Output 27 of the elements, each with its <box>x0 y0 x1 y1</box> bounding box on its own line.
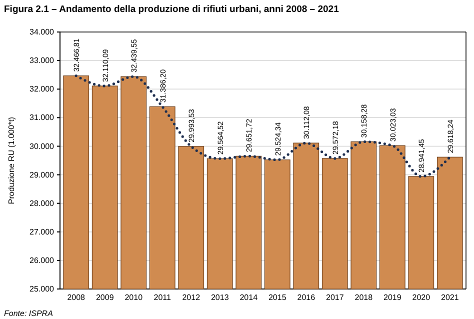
y-tick-label: 33.000 <box>30 56 55 66</box>
x-tick-label: 2012 <box>182 293 201 302</box>
x-tick-label: 2014 <box>240 293 258 302</box>
y-tick-label: 26.000 <box>30 256 55 266</box>
x-tick-label: 2016 <box>297 293 316 302</box>
x-tick-label: 2008 <box>67 293 86 302</box>
x-tick-label: 2020 <box>412 293 431 302</box>
source-note: Fonte: ISPRA <box>4 309 53 318</box>
y-tick-label: 30.000 <box>30 142 55 151</box>
chart-title: Figura 2.1 – Andamento della produzione di rifiuti urbani, anni 2008 – 2021 <box>4 4 340 15</box>
x-tick-label: 2015 <box>268 293 287 302</box>
y-axis-title: Produzione RU (1.000*t) <box>7 116 16 204</box>
x-tick-label: 2011 <box>154 293 172 302</box>
y-tick-label: 32.000 <box>30 84 55 94</box>
x-tick-label: 2017 <box>326 293 344 302</box>
x-tick-label: 2010 <box>124 293 144 302</box>
y-tick-label: 31.000 <box>30 113 55 122</box>
x-tick-label: 2019 <box>383 293 402 302</box>
x-tick-label: 2013 <box>210 293 230 302</box>
y-tick-label: 25.000 <box>30 284 55 294</box>
y-tick-label: 34.000 <box>30 28 55 37</box>
y-tick-label: 29.000 <box>30 170 55 180</box>
x-tick-label: 2021 <box>441 293 460 302</box>
y-tick-label: 28.000 <box>30 198 55 208</box>
x-tick-label: 2018 <box>354 293 374 302</box>
x-tick-label: 2009 <box>96 293 114 302</box>
y-tick-label: 27.000 <box>30 227 55 236</box>
